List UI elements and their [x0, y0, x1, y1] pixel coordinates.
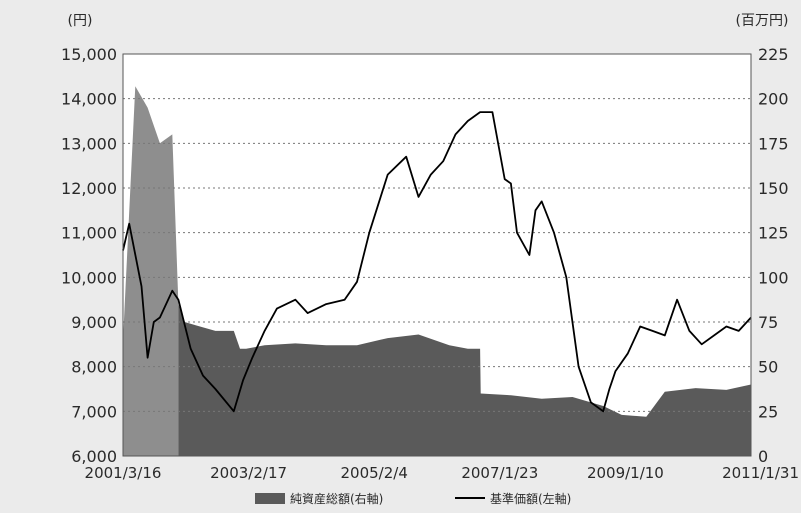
legend-area-swatch	[255, 493, 285, 504]
axis-labels: 6,000 7,000 8,000 9,000 10,000 11,000 12,000 13…	[61, 45, 799, 482]
x-tick-label: 2003/2/17	[210, 464, 287, 482]
right-tick-label: 25	[758, 402, 778, 421]
left-tick-label: 7,000	[71, 402, 117, 421]
right-tick-label: 100	[758, 268, 789, 287]
left-tick-label: 14,000	[61, 90, 117, 109]
line-series-nav	[122, 111, 752, 413]
x-tick-label: 2007/1/23	[461, 464, 538, 482]
left-tick-label: 11,000	[61, 224, 117, 243]
area-series-early	[123, 86, 179, 456]
x-tick-label: 2009/1/10	[587, 464, 664, 482]
legend-line-label: 基準価額(左軸)	[490, 491, 571, 506]
legend-area-label: 純資産総額(右軸)	[290, 491, 383, 506]
area-series-layer	[123, 86, 751, 456]
left-tick-label: 13,000	[61, 134, 117, 153]
right-tick-label: 225	[758, 45, 789, 64]
x-tick-label: 2005/2/4	[341, 464, 408, 482]
left-tick-label: 6,000	[71, 447, 117, 466]
right-tick-label: 200	[758, 90, 789, 109]
legend: 純資産総額(右軸) 基準価額(左軸)	[255, 491, 571, 506]
left-tick-label: 12,000	[61, 179, 117, 198]
left-tick-label: 9,000	[71, 313, 117, 332]
x-tick-label: 2001/3/16	[85, 464, 162, 482]
right-tick-label: 150	[758, 179, 789, 198]
right-tick-label: 0	[758, 447, 768, 466]
right-tick-label: 125	[758, 224, 789, 243]
left-axis-unit: (円)	[68, 13, 93, 29]
left-tick-label: 10,000	[61, 268, 117, 287]
right-tick-label: 50	[758, 358, 778, 377]
left-tick-label: 15,000	[61, 45, 117, 64]
area-series-main	[178, 304, 751, 456]
right-tick-label: 175	[758, 134, 789, 153]
right-axis-unit: (百万円)	[736, 13, 789, 29]
line-series-layer	[122, 111, 752, 413]
plot-frame	[122, 53, 752, 457]
left-tick-label: 8,000	[71, 358, 117, 377]
right-tick-label: 75	[758, 313, 778, 332]
x-tick-label: 2011/1/31	[722, 464, 799, 482]
